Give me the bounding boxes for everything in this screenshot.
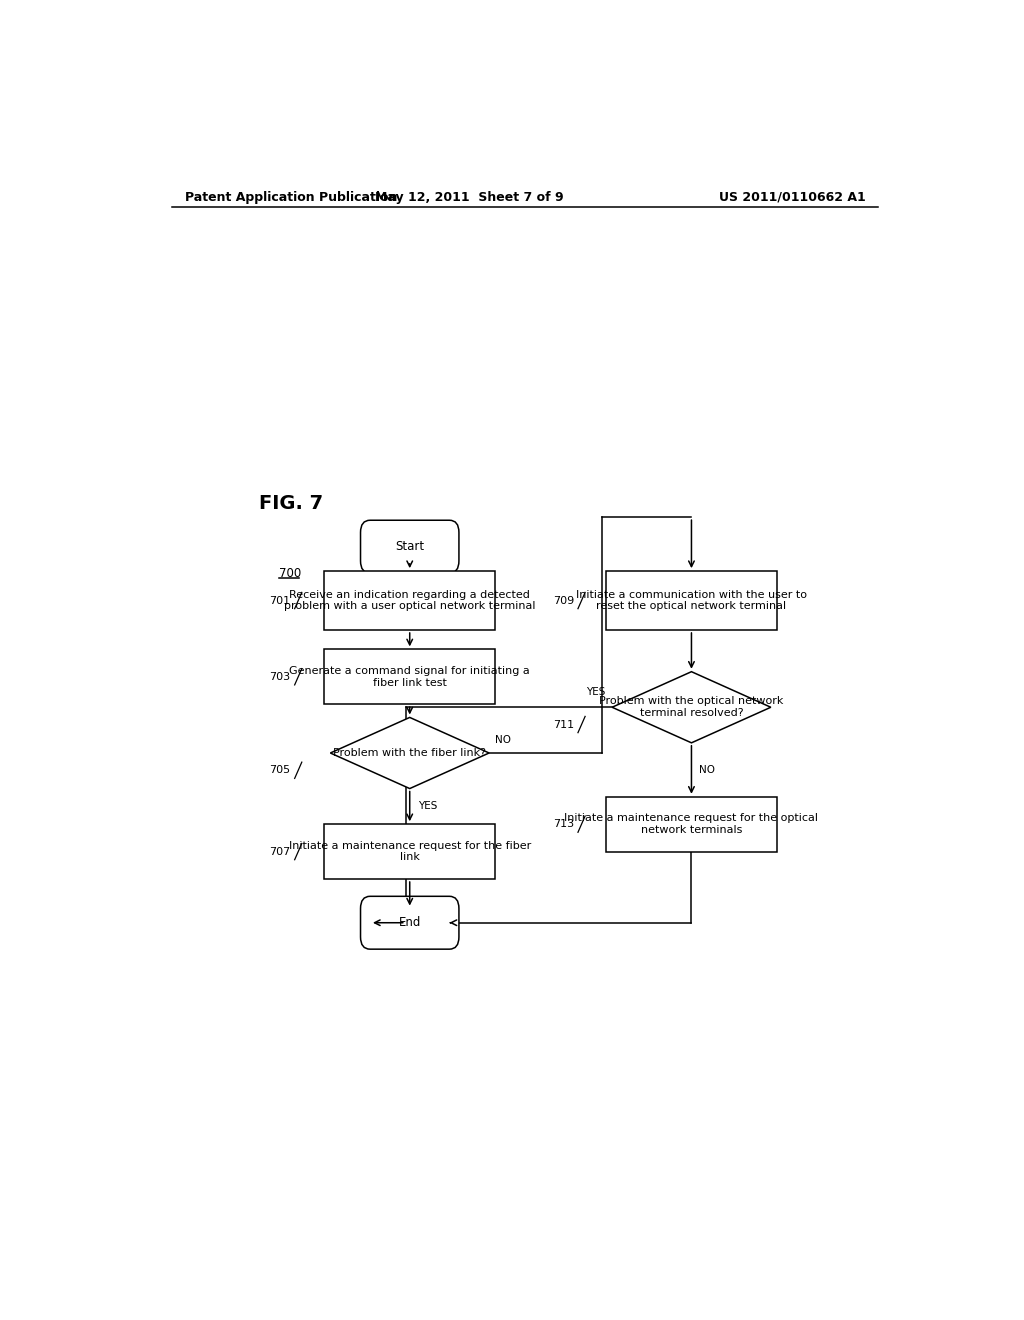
Text: 700: 700 <box>279 566 301 579</box>
Polygon shape <box>612 672 771 743</box>
Text: Generate a command signal for initiating a
fiber link test: Generate a command signal for initiating… <box>290 667 530 688</box>
Text: 709: 709 <box>553 595 574 606</box>
Text: 713: 713 <box>553 820 574 829</box>
Text: Start: Start <box>395 540 424 553</box>
Text: Problem with the fiber link?: Problem with the fiber link? <box>333 748 486 758</box>
Text: 707: 707 <box>269 846 291 857</box>
Text: Initiate a maintenance request for the fiber
link: Initiate a maintenance request for the f… <box>289 841 530 862</box>
Text: 705: 705 <box>269 766 291 775</box>
Polygon shape <box>331 718 489 788</box>
Text: YES: YES <box>587 688 606 697</box>
Text: 703: 703 <box>269 672 291 681</box>
Text: Initiate a communication with the user to
reset the optical network terminal: Initiate a communication with the user t… <box>575 590 807 611</box>
Text: YES: YES <box>418 801 437 812</box>
Text: May 12, 2011  Sheet 7 of 9: May 12, 2011 Sheet 7 of 9 <box>375 190 563 203</box>
Text: Patent Application Publication: Patent Application Publication <box>185 190 397 203</box>
Text: NO: NO <box>699 764 716 775</box>
Bar <box>606 797 777 851</box>
Text: Receive an indication regarding a detected
problem with a user optical network t: Receive an indication regarding a detect… <box>284 590 536 611</box>
Text: NO: NO <box>496 735 511 744</box>
Bar <box>325 649 495 704</box>
Text: 711: 711 <box>553 719 574 730</box>
Text: Initiate a maintenance request for the optical
network terminals: Initiate a maintenance request for the o… <box>564 813 818 836</box>
Bar <box>325 572 495 630</box>
Bar <box>325 824 495 879</box>
FancyBboxPatch shape <box>360 896 459 949</box>
Text: 701: 701 <box>269 595 291 606</box>
FancyBboxPatch shape <box>360 520 459 573</box>
Bar <box>606 572 777 630</box>
Text: Problem with the optical network
terminal resolved?: Problem with the optical network termina… <box>599 697 783 718</box>
Text: FIG. 7: FIG. 7 <box>259 495 323 513</box>
Text: End: End <box>398 916 421 929</box>
Text: US 2011/0110662 A1: US 2011/0110662 A1 <box>719 190 866 203</box>
